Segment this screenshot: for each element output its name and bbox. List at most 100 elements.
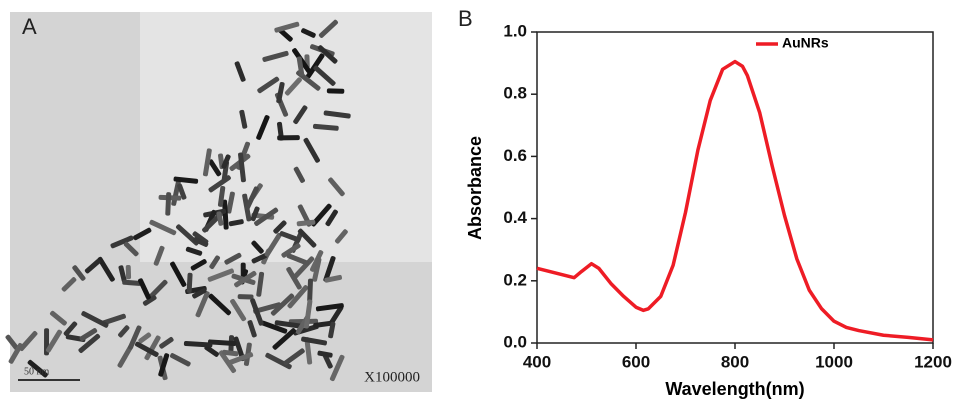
- magnification: X100000: [364, 369, 420, 385]
- nanorod: [318, 19, 338, 38]
- y-tick-label: 0.8: [503, 84, 527, 103]
- panel-label: A: [22, 14, 37, 39]
- nanorod: [118, 325, 130, 338]
- data-line: [536, 59, 934, 342]
- nanorod: [296, 219, 316, 227]
- nanorod: [144, 335, 161, 361]
- nanorod: [165, 192, 172, 216]
- nanorod: [128, 325, 142, 350]
- y-axis-label: Absorbance: [465, 136, 485, 240]
- nanorod: [313, 320, 332, 328]
- nanorod: [122, 279, 142, 286]
- nanorod: [317, 350, 333, 358]
- nanorod: [158, 353, 170, 377]
- nanorod: [301, 336, 328, 346]
- nanorod: [110, 235, 134, 249]
- x-tick-label: 400: [523, 352, 551, 371]
- nanorod: [159, 337, 174, 349]
- nanorod: [324, 274, 343, 283]
- nanorod: [303, 299, 313, 329]
- nanorod: [262, 50, 289, 62]
- nanorod: [177, 183, 187, 200]
- nanorod: [190, 259, 207, 271]
- nanorod: [78, 333, 101, 353]
- nanorod: [256, 271, 265, 297]
- nanorod: [326, 88, 345, 94]
- nanorod: [287, 285, 309, 309]
- nanorod: [312, 123, 339, 131]
- nanorod: [256, 115, 270, 140]
- nanorod: [307, 278, 313, 303]
- nanorod: [293, 166, 305, 183]
- nanorod: [27, 359, 48, 378]
- nanorod: [133, 227, 152, 241]
- nanorod: [138, 332, 152, 344]
- nanorod: [138, 278, 151, 300]
- nanorod: [227, 352, 254, 366]
- nanorod: [328, 321, 336, 339]
- nanorod: [322, 353, 333, 369]
- y-tick-label: 0.4: [503, 208, 527, 227]
- nanorod: [276, 81, 285, 104]
- nanorod: [97, 256, 115, 282]
- nanorod: [216, 211, 224, 226]
- nanorod: [281, 243, 301, 258]
- nanorod: [334, 229, 348, 244]
- nanorod: [257, 76, 280, 94]
- nanorod: [193, 237, 209, 247]
- x-axis-label: Wavelength(nm): [665, 379, 804, 399]
- nanorod: [101, 313, 126, 326]
- nanorod: [261, 320, 288, 334]
- nanorod: [301, 28, 316, 38]
- nanorod: [279, 231, 301, 243]
- nanorod: [250, 206, 260, 222]
- nanorod: [79, 328, 98, 342]
- nanorod: [202, 148, 212, 177]
- nanorod: [313, 65, 336, 86]
- nanorod: [224, 252, 242, 265]
- x-tick-label: 800: [721, 352, 749, 371]
- nanorod: [264, 232, 282, 257]
- nanorod: [277, 135, 300, 141]
- nanorod: [329, 354, 345, 382]
- nanorod: [192, 288, 207, 299]
- nanorod: [118, 265, 127, 283]
- nanorod: [286, 253, 310, 266]
- nanorod: [207, 339, 237, 347]
- nanorod: [284, 77, 302, 96]
- nanorod: [63, 321, 78, 337]
- plot-frame: [536, 31, 934, 344]
- y-tick-label: 1.0: [503, 21, 527, 40]
- nanorod: [297, 228, 317, 248]
- nanorod: [315, 303, 344, 312]
- nanorod: [274, 320, 301, 329]
- nanorod: [251, 253, 268, 264]
- nanorod: [328, 177, 345, 197]
- nanorod: [228, 219, 244, 227]
- nanorod: [304, 337, 313, 365]
- nanorod: [173, 176, 199, 184]
- nanorod: [234, 270, 257, 288]
- nanorod: [237, 294, 254, 300]
- nanorod: [217, 185, 226, 207]
- nanorod: [244, 186, 259, 211]
- nanorod: [325, 209, 338, 227]
- nanorod: [170, 353, 191, 367]
- nanorod: [208, 293, 232, 316]
- nanorod: [207, 268, 235, 282]
- nanorod: [170, 261, 187, 287]
- nanorod: [323, 110, 351, 119]
- nanorod: [186, 272, 193, 293]
- nanorod: [328, 305, 344, 327]
- nanorod: [185, 246, 203, 256]
- nanorod: [230, 298, 247, 322]
- nanorod: [84, 258, 101, 274]
- nanorod: [239, 109, 248, 129]
- scale-bar-label: 50 nm: [24, 366, 50, 377]
- nanorod: [61, 277, 77, 292]
- nanorod: [303, 137, 320, 163]
- nanorod: [153, 245, 165, 266]
- nanorod: [238, 152, 246, 183]
- nanorod: [204, 345, 219, 357]
